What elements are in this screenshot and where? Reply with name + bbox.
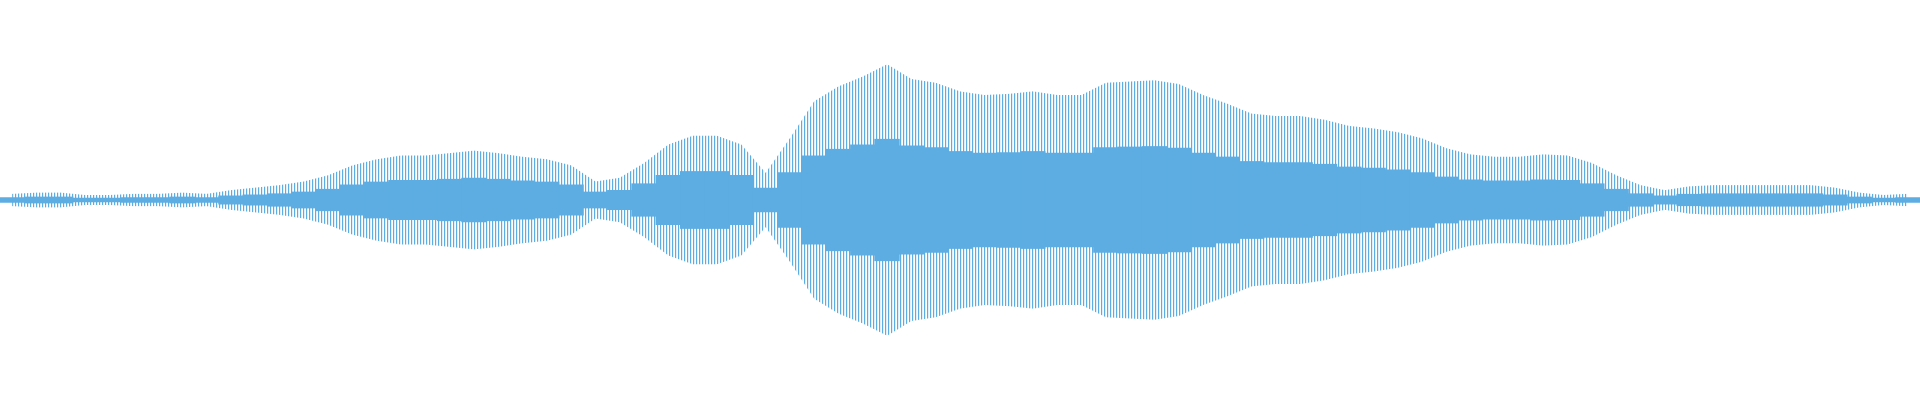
wave-lower — [12, 200, 1908, 336]
wave-upper — [12, 64, 1908, 200]
